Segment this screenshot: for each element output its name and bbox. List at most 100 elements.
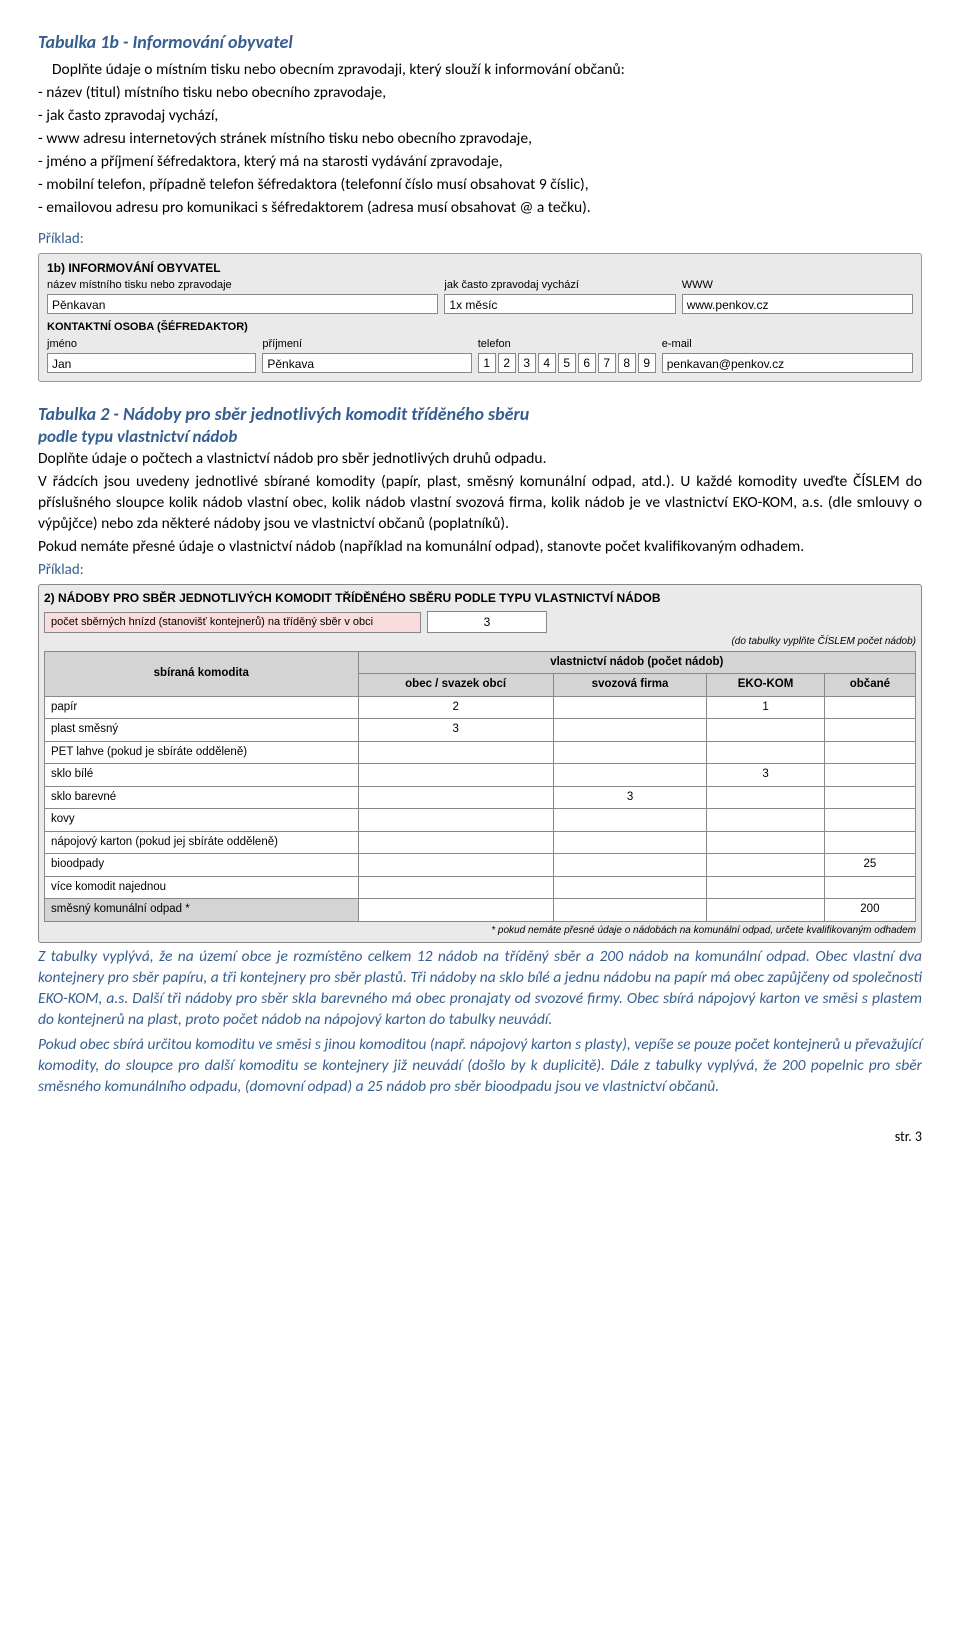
section2-title: Tabulka 2 - Nádoby pro sběr jednotlivých… — [38, 402, 922, 426]
phone-digit[interactable]: 4 — [538, 353, 556, 373]
table-cell[interactable] — [707, 831, 824, 854]
table-cell[interactable] — [553, 876, 707, 899]
form-1b: 1b) INFORMOVÁNÍ OBYVATEL název místního … — [38, 253, 922, 382]
section2-subtitle: podle typu vlastnictví nádob — [38, 426, 922, 449]
section2-p3: Pokud nemáte přesné údaje o vlastnictví … — [38, 537, 922, 558]
table-cell[interactable] — [707, 899, 824, 922]
table-row-label: kovy — [45, 809, 359, 832]
table-cell[interactable] — [707, 719, 824, 742]
table-cell[interactable] — [553, 764, 707, 787]
table-cell[interactable] — [707, 741, 824, 764]
table-cell[interactable] — [553, 831, 707, 854]
form1-heading: 1b) INFORMOVÁNÍ OBYVATEL — [47, 260, 913, 276]
table-row-label: sklo barevné — [45, 786, 359, 809]
table-cell[interactable] — [553, 854, 707, 877]
example-label-2: Příklad: — [38, 560, 922, 580]
input-jakcasto[interactable]: 1x měsíc — [444, 294, 675, 314]
col-obcane: občané — [824, 674, 915, 697]
section2-p1: Doplňte údaje o počtech a vlastnictví ná… — [38, 449, 922, 470]
table-cell[interactable] — [553, 899, 707, 922]
phone-digit[interactable]: 8 — [618, 353, 636, 373]
col-ekokom: EKO-KOM — [707, 674, 824, 697]
input-jmeno[interactable]: Jan — [47, 353, 256, 373]
label-kontakt: KONTAKTNÍ OSOBA (ŠÉFREDAKTOR) — [47, 320, 913, 335]
table-cell[interactable] — [358, 831, 553, 854]
input-nazev[interactable]: Pěnkavan — [47, 294, 438, 314]
table2-title: 2) NÁDOBY PRO SBĚR JEDNOTLIVÝCH KOMODIT … — [44, 590, 916, 606]
table-row-label: sklo bílé — [45, 764, 359, 787]
phone-digit[interactable]: 3 — [518, 353, 536, 373]
table-cell[interactable]: 3 — [553, 786, 707, 809]
bullet-1: - název (titul) místního tisku nebo obec… — [38, 83, 922, 104]
table-cell[interactable] — [707, 809, 824, 832]
label-prijmeni: příjmení — [262, 337, 471, 352]
phone-digit[interactable]: 5 — [558, 353, 576, 373]
section2-p2: V řádcích jsou uvedeny jednotlivé sbíran… — [38, 472, 922, 535]
table-cell[interactable] — [824, 764, 915, 787]
table-cell[interactable] — [824, 696, 915, 719]
table-cell[interactable] — [553, 741, 707, 764]
table-cell[interactable] — [553, 719, 707, 742]
table-cell[interactable] — [358, 786, 553, 809]
table-cell[interactable] — [824, 719, 915, 742]
bullet-4: - jméno a příjmení šéfredaktora, který m… — [38, 152, 922, 173]
table-cell[interactable] — [824, 809, 915, 832]
table2-note: (do tabulky vyplňte ČÍSLEM počet nádob) — [44, 635, 916, 649]
table-cell[interactable] — [707, 854, 824, 877]
table-cell[interactable] — [824, 831, 915, 854]
table-cell[interactable] — [824, 741, 915, 764]
table-cell[interactable] — [824, 786, 915, 809]
table-row-label: papír — [45, 696, 359, 719]
table-cell[interactable] — [358, 809, 553, 832]
phone-boxes[interactable]: 1 2 3 4 5 6 7 8 9 — [478, 353, 656, 373]
phone-digit[interactable]: 6 — [578, 353, 596, 373]
label-jmeno: jméno — [47, 337, 256, 352]
col-svozova: svozová firma — [553, 674, 707, 697]
table2-footnote: * pokud nemáte přesné údaje o nádobách n… — [44, 924, 916, 938]
table-cell[interactable] — [358, 764, 553, 787]
table2-top-value[interactable]: 3 — [427, 611, 547, 633]
table-cell[interactable]: 3 — [707, 764, 824, 787]
phone-digit[interactable]: 7 — [598, 353, 616, 373]
table-cell[interactable] — [824, 876, 915, 899]
table-cell[interactable]: 2 — [358, 696, 553, 719]
table-cell[interactable] — [707, 786, 824, 809]
table-2-box: 2) NÁDOBY PRO SBĚR JEDNOTLIVÝCH KOMODIT … — [38, 584, 922, 944]
bullet-3: - www adresu internetových stránek místn… — [38, 129, 922, 150]
table-cell[interactable]: 3 — [358, 719, 553, 742]
table-cell[interactable] — [553, 696, 707, 719]
table-row-label: PET lahve (pokud je sbíráte odděleně) — [45, 741, 359, 764]
col-komodita: sbíraná komodita — [45, 651, 359, 696]
table-row-label: bioodpady — [45, 854, 359, 877]
table-cell[interactable] — [358, 899, 553, 922]
phone-digit[interactable]: 2 — [498, 353, 516, 373]
phone-digit[interactable]: 1 — [478, 353, 496, 373]
col-obec: obec / svazek obcí — [358, 674, 553, 697]
input-email[interactable]: penkavan@penkov.cz — [662, 353, 913, 373]
table-cell[interactable] — [358, 876, 553, 899]
table-row-label: směsný komunální odpad * — [45, 899, 359, 922]
table-cell[interactable] — [553, 809, 707, 832]
italic-p2: Pokud obec sbírá určitou komoditu ve smě… — [38, 1035, 922, 1098]
bullet-5: - mobilní telefon, případně telefon šéfr… — [38, 175, 922, 196]
bullet-6: - emailovou adresu pro komunikaci s šéfr… — [38, 198, 922, 219]
table-cell[interactable] — [707, 876, 824, 899]
bullet-2: - jak často zpravodaj vychází, — [38, 106, 922, 127]
label-telefon: telefon — [478, 337, 656, 352]
table-cell[interactable]: 25 — [824, 854, 915, 877]
section1-title: Tabulka 1b - Informování obyvatel — [38, 30, 922, 54]
table-cell[interactable] — [358, 854, 553, 877]
table-cell[interactable]: 200 — [824, 899, 915, 922]
phone-digit[interactable]: 9 — [638, 353, 656, 373]
table-cell[interactable]: 1 — [707, 696, 824, 719]
label-www: WWW — [682, 278, 913, 293]
table-row-label: plast směsný — [45, 719, 359, 742]
data-table: sbíraná komodita vlastnictví nádob (poče… — [44, 651, 916, 922]
italic-p1: Z tabulky vyplývá, že na území obce je r… — [38, 947, 922, 1031]
table-row-label: více komodit najednou — [45, 876, 359, 899]
table-row-label: nápojový karton (pokud jej sbíráte odděl… — [45, 831, 359, 854]
input-prijmeni[interactable]: Pěnkava — [262, 353, 471, 373]
table-cell[interactable] — [358, 741, 553, 764]
label-jakcasto: jak často zpravodaj vychází — [444, 278, 675, 293]
input-www[interactable]: www.penkov.cz — [682, 294, 913, 314]
